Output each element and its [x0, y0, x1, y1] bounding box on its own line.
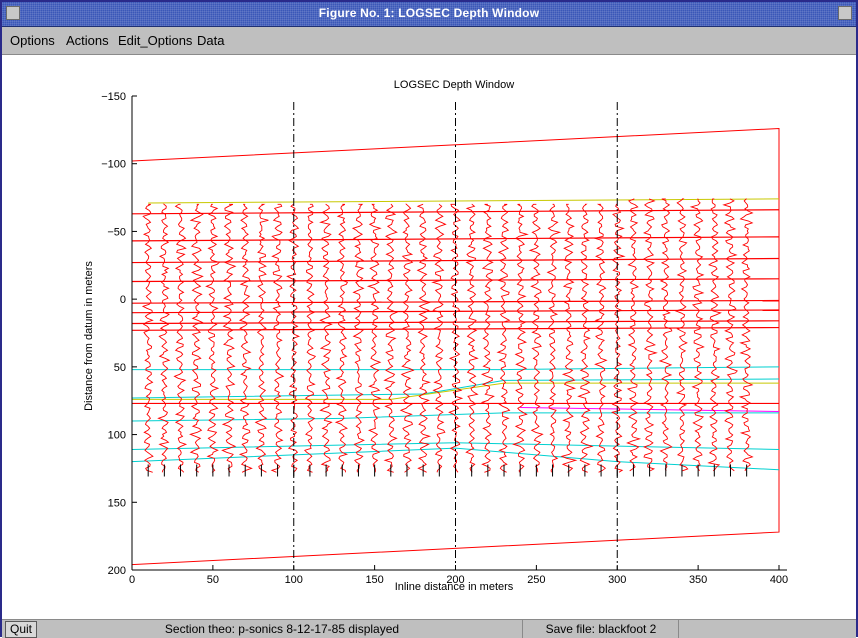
- trace: [593, 203, 608, 473]
- trace: [351, 203, 365, 473]
- trace: [141, 203, 154, 473]
- trace: [173, 203, 188, 473]
- trace: [512, 203, 529, 473]
- trace: [674, 198, 689, 472]
- y-tick-label: 50: [114, 362, 126, 374]
- title-bar[interactable]: Figure No. 1: LOGSEC Depth Window: [2, 2, 856, 27]
- section-status-text: Section theo: p-sonics 8-12-17-85 displa…: [42, 620, 523, 638]
- horizon-line: [148, 198, 780, 204]
- trace: [334, 203, 349, 473]
- trace: [431, 203, 447, 473]
- y-tick-label: −150: [101, 91, 126, 103]
- y-tick-label: 0: [120, 294, 126, 306]
- y-tick-label: −100: [101, 159, 126, 171]
- trace: [319, 203, 333, 473]
- trace: [722, 198, 738, 472]
- trace: [254, 203, 269, 473]
- trace: [303, 203, 317, 473]
- trace: [480, 203, 495, 473]
- trace: [221, 203, 237, 473]
- window-control-icon[interactable]: [838, 6, 852, 20]
- horizon-line: [131, 257, 780, 264]
- well-lines: [293, 102, 618, 570]
- plot-area: LOGSEC Depth Window Inline distance in m…: [2, 54, 856, 619]
- trace: [560, 203, 578, 473]
- y-tick-label: 100: [108, 430, 126, 442]
- horizon-line: [132, 366, 780, 371]
- x-tick-label: 400: [770, 574, 788, 586]
- trace: [448, 203, 464, 473]
- horizon-line: [131, 209, 780, 215]
- status-bar: Quit Section theo: p-sonics 8-12-17-85 d…: [2, 619, 856, 638]
- trace: [577, 203, 594, 473]
- horizon-line: [520, 406, 780, 413]
- x-tick-label: 150: [365, 574, 383, 586]
- trace: [189, 203, 204, 473]
- menu-actions[interactable]: Actions: [66, 33, 109, 48]
- save-file-status: Save file: blackfoot 2: [524, 620, 679, 638]
- x-tick-label: 250: [527, 574, 545, 586]
- trace: [383, 203, 399, 473]
- trace: [528, 203, 544, 473]
- x-tick-label: 300: [608, 574, 626, 586]
- logsec-depth-chart: LOGSEC Depth Window Inline distance in m…: [83, 79, 788, 593]
- trace: [626, 198, 642, 472]
- menu-data[interactable]: Data: [197, 33, 225, 48]
- trace: [238, 203, 253, 473]
- sonic-traces: [141, 198, 754, 477]
- menu-options[interactable]: Options: [10, 33, 55, 48]
- horizon-line: [132, 382, 779, 400]
- x-tick-label: 200: [446, 574, 464, 586]
- x-tick-label: 350: [689, 574, 707, 586]
- y-tick-label: −50: [107, 226, 126, 238]
- trace: [658, 198, 673, 472]
- trace: [205, 203, 221, 473]
- trace: [157, 203, 171, 473]
- trace: [611, 203, 626, 473]
- trace: [738, 198, 754, 472]
- chart-title: LOGSEC Depth Window: [394, 79, 514, 91]
- trace: [707, 198, 722, 472]
- trace: [643, 198, 658, 472]
- y-tick-label: 200: [108, 565, 126, 577]
- y-tick-label: 150: [108, 497, 126, 509]
- horizon-line: [131, 378, 780, 399]
- trace: [465, 203, 479, 473]
- trace: [399, 203, 415, 473]
- menu-bar: Options Actions Edit_Options Data: [2, 27, 856, 55]
- quit-button[interactable]: Quit: [5, 621, 38, 638]
- trace: [689, 198, 705, 472]
- window-menu-icon[interactable]: [6, 6, 20, 20]
- x-axis-label: Inline distance in meters: [395, 581, 514, 593]
- trace: [366, 203, 382, 473]
- trace: [496, 203, 511, 473]
- x-tick-label: 50: [207, 574, 219, 586]
- trace: [546, 203, 562, 473]
- axes: 0 50 100 150 200 250 300 350 400 −150 −100 −50 0 50 10…: [101, 91, 788, 586]
- x-tick-label: 100: [285, 574, 303, 586]
- menu-edit-options[interactable]: Edit_Options: [118, 33, 193, 48]
- y-axis-label: Distance from datum in meters: [83, 261, 95, 411]
- window-title: Figure No. 1: LOGSEC Depth Window: [318, 6, 540, 20]
- trace: [416, 203, 432, 473]
- trace: [270, 203, 285, 473]
- trace: [286, 203, 301, 473]
- x-tick-label: 0: [129, 574, 135, 586]
